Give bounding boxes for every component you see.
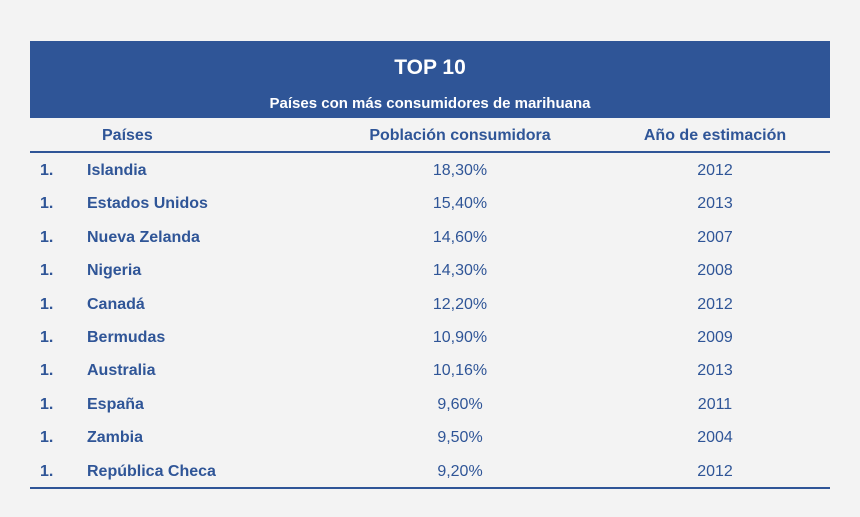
table-header: Países Población consumidora Año de esti…: [30, 118, 830, 153]
row-country: Islandia: [87, 162, 147, 179]
table-row: 1. Canadá 12,20% 2012: [30, 287, 830, 320]
row-year: 2009: [697, 328, 733, 346]
row-year: 2012: [697, 295, 733, 313]
row-rank: 1.: [40, 295, 54, 313]
row-year: 2012: [697, 162, 733, 179]
table-row: 1. República Checa 9,20% 2012: [30, 454, 830, 487]
row-population: 18,30%: [432, 162, 488, 179]
table-row: 1. Australia 10,16% 2013: [30, 353, 830, 386]
row-population: 9,20%: [437, 462, 483, 480]
row-rank: 1.: [40, 395, 54, 413]
table-row: 1. Nueva Zelanda 14,60% 2007: [30, 220, 830, 253]
row-population: 9,60%: [437, 395, 483, 413]
table-bottom-rule: [30, 486, 830, 489]
row-population: 9,50%: [437, 429, 483, 447]
row-year: 2007: [697, 228, 733, 246]
table-title: TOP 10: [394, 56, 466, 79]
row-country: República Checa: [87, 462, 216, 480]
row-country: Nueva Zelanda: [87, 228, 200, 246]
row-population: 14,60%: [432, 228, 488, 246]
row-country: Estados Unidos: [87, 195, 208, 213]
column-header-countries: Países: [102, 127, 153, 144]
row-year: 2011: [697, 395, 733, 413]
row-year: 2008: [697, 262, 733, 280]
table-row: 1. Bermudas 10,90% 2009: [30, 320, 830, 353]
row-rank: 1.: [40, 262, 54, 280]
row-year: 2013: [697, 362, 733, 380]
row-population: 12,20%: [432, 295, 488, 313]
row-rank: 1.: [40, 228, 54, 246]
row-country: Zambia: [87, 429, 144, 447]
row-rank: 1.: [40, 429, 54, 447]
row-year: 2004: [697, 429, 733, 447]
table-row: 1. Islandia 18,30% 2012: [30, 153, 830, 186]
table-row: 1. Nigeria 14,30% 2008: [30, 253, 830, 286]
table-row: 1. Zambia 9,50% 2004: [30, 420, 830, 453]
column-header-population: Población consumidora: [369, 127, 551, 144]
row-population: 10,16%: [432, 362, 488, 380]
row-country: España: [87, 395, 144, 413]
row-rank: 1.: [40, 195, 54, 213]
row-rank: 1.: [40, 328, 54, 346]
row-rank: 1.: [40, 362, 54, 380]
row-country: Nigeria: [87, 262, 142, 280]
title-banner: TOP 10 Países con más consumidores de ma…: [30, 41, 830, 118]
row-year: 2013: [697, 195, 733, 213]
row-country: Bermudas: [87, 328, 166, 346]
table-row: 1. España 9,60% 2011: [30, 387, 830, 420]
row-rank: 1.: [40, 462, 54, 480]
row-country: Australia: [87, 362, 156, 380]
table-row: 1. Estados Unidos 15,40% 2013: [30, 186, 830, 219]
table-subtitle: Países con más consumidores de marihuana: [269, 95, 591, 112]
column-header-year: Año de estimación: [643, 127, 787, 144]
row-population: 14,30%: [432, 262, 488, 280]
table-body: 1. Islandia 18,30% 2012 1. Estados Unidos 15,4…: [30, 153, 830, 487]
row-population: 10,90%: [432, 328, 488, 346]
row-country: Canadá: [87, 295, 145, 313]
table-panel: TOP 10 Países con más consumidores de ma…: [30, 41, 830, 489]
row-year: 2012: [697, 462, 733, 480]
row-population: 15,40%: [432, 195, 488, 213]
row-rank: 1.: [40, 162, 54, 179]
